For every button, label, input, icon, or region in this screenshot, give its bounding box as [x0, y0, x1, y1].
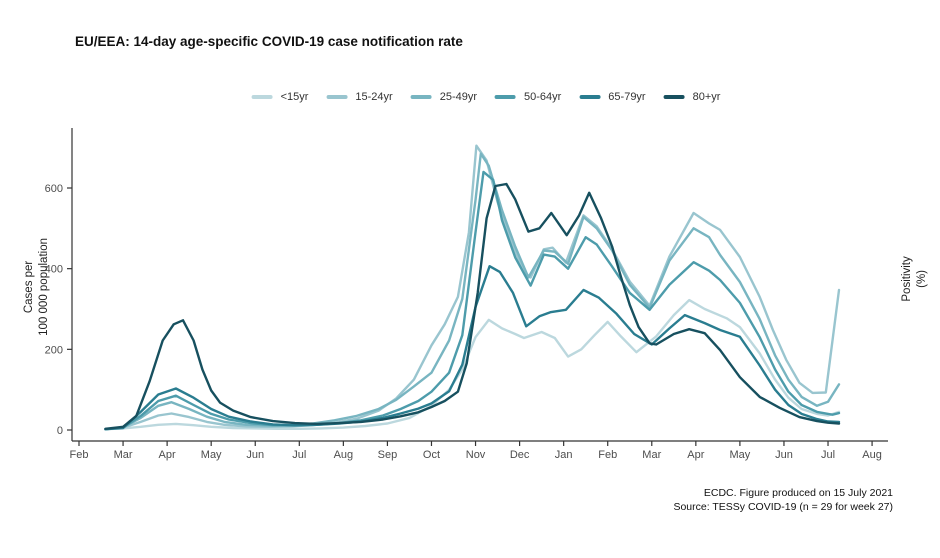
legend-label-25-49yr: 25-49yr: [439, 91, 477, 103]
x-tick-label: May: [201, 449, 222, 461]
footer-line1: ECDC. Figure produced on 15 July 2021: [703, 487, 893, 499]
x-tick-label: Jun: [246, 449, 264, 461]
legend-item-50-64yr: 50-64yr: [495, 91, 561, 103]
series-line-15-24yr: [104, 144, 841, 431]
y-tick-label: 400: [45, 264, 63, 276]
legend-item-65-79yr: 65-79yr: [579, 91, 646, 103]
x-tick-label: Jan: [555, 449, 573, 461]
series-line-50-64yr: [104, 170, 841, 431]
legend-swatch-50-64yr: [495, 95, 516, 99]
chart-title: EU/EEA: 14-day age-specific COVID-19 cas…: [75, 34, 463, 49]
legend-swatch-65-79yr: [579, 95, 601, 99]
x-tick-label: Jun: [775, 449, 793, 461]
legend-item-15-24yr: 15-24yr: [326, 91, 393, 103]
x-tick-label: Oct: [423, 449, 440, 461]
legend-label-15yr: <15yr: [280, 91, 309, 103]
x-tick-label: Mar: [642, 449, 661, 461]
footer-line2: Source: TESSy COVID-19 (n = 29 for week …: [673, 500, 893, 513]
legend-swatch-80-yr: [663, 95, 685, 99]
legend-swatch-15yr: [251, 95, 273, 99]
legend-item-80-yr: 80+yr: [663, 91, 721, 103]
x-tick-label: Aug: [862, 449, 882, 461]
legend: <15yr 15-24yr 25-49yr 50-64yr 65-79yr 80+yr: [251, 91, 721, 103]
legend-swatch-25-49yr: [410, 95, 432, 99]
series-line-65-79yr: [104, 265, 841, 431]
x-tick-label: Aug: [334, 449, 354, 461]
legend-label-65-79yr: 65-79yr: [608, 91, 646, 103]
x-tick-label: May: [730, 449, 751, 461]
x-tick-label: Jul: [821, 449, 835, 461]
series-line-80-yr: [104, 182, 841, 430]
series-line-15yr: [104, 298, 841, 431]
x-tick-label: Apr: [687, 449, 704, 461]
x-tick-label: Dec: [510, 449, 530, 461]
figure-footer: ECDC. Figure produced on 15 July 2021 So…: [673, 487, 893, 514]
x-tick-label: Mar: [114, 449, 133, 461]
y-tick-label: 600: [45, 183, 63, 195]
legend-swatch-15-24yr: [326, 95, 348, 99]
legend-item-15yr: <15yr: [251, 91, 309, 103]
x-tick-label: Feb: [598, 449, 617, 461]
legend-label-80-yr: 80+yr: [692, 91, 721, 103]
x-tick-label: Feb: [70, 449, 89, 461]
x-tick-label: Apr: [159, 449, 176, 461]
x-tick-label: Jul: [292, 449, 306, 461]
x-tick-label: Nov: [466, 449, 486, 461]
y-tick-label: 0: [57, 425, 63, 437]
y-tick-label: 200: [45, 344, 63, 356]
x-tick-label: Sep: [378, 449, 398, 461]
legend-label-15-24yr: 15-24yr: [355, 91, 393, 103]
legend-label-50-64yr: 50-64yr: [524, 91, 562, 103]
legend-item-25-49yr: 25-49yr: [410, 91, 477, 103]
